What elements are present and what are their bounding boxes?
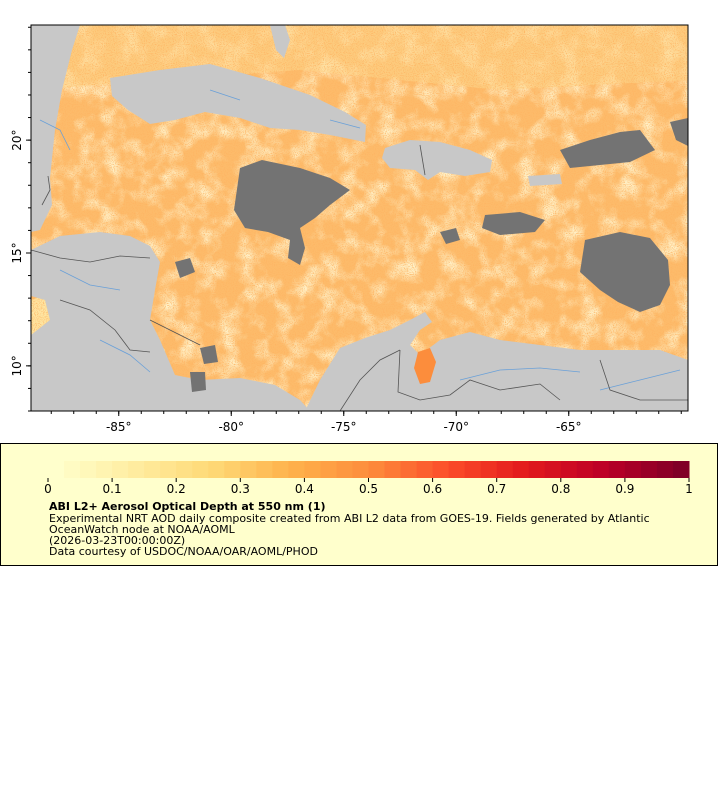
colorbar-cell xyxy=(272,461,289,478)
no-data-region-patch-5 xyxy=(190,372,206,392)
land-puerto-rico xyxy=(528,174,562,186)
lake-maracaibo xyxy=(414,348,436,384)
lon-tick-label: -80° xyxy=(218,420,244,434)
lat-tick-label: 10° xyxy=(10,355,24,376)
no-data-region-patch-2 xyxy=(200,345,218,364)
colorbar-cell xyxy=(400,461,418,478)
lon-tick-label: -85° xyxy=(106,420,132,434)
land-hispaniola xyxy=(382,140,492,180)
no-data-region-caribbean xyxy=(234,160,350,265)
legend-credit: Data courtesy of USDOC/NOAA/OAR/AOML/PHO… xyxy=(49,545,318,558)
colorbar-tick-label: 0.6 xyxy=(423,482,442,496)
legend-description: Experimental NRT AOD daily composite cre… xyxy=(49,512,650,536)
land-cuba xyxy=(110,64,366,142)
colorbar-cell xyxy=(544,461,562,478)
colorbar-cell xyxy=(512,461,530,478)
longitude-axis: -85° -80° -75° -70° -65° xyxy=(50,411,682,434)
colorbar-tick-label: 0.4 xyxy=(295,482,314,496)
colorbar-cell xyxy=(608,461,626,478)
colorbar-tick-label: 0 xyxy=(44,482,52,496)
colorbar-cell xyxy=(240,461,257,478)
colorbar-cell xyxy=(528,461,546,478)
map-area xyxy=(31,25,688,411)
lon-tick-label: -70° xyxy=(443,420,469,434)
colorbar-cell xyxy=(160,461,177,478)
colorbar-tick-label: 0.2 xyxy=(167,482,186,496)
colorbar-cell xyxy=(352,461,369,478)
legend-title: ABI L2+ Aerosol Optical Depth at 550 nm … xyxy=(49,500,326,513)
colorbar-cell xyxy=(288,461,305,478)
no-data-region-east xyxy=(560,130,655,168)
colorbar-cell xyxy=(192,461,209,478)
colorbar-tick-label: 0.5 xyxy=(359,482,378,496)
colorbar-cell xyxy=(320,461,337,478)
colorbar-tick-label: 0.8 xyxy=(551,482,570,496)
colorbar-cell xyxy=(224,461,241,478)
no-data-region-southeast xyxy=(580,232,670,312)
legend-time: (2026-03-23T00:00:00Z) xyxy=(49,534,186,547)
colorbar-cell xyxy=(416,461,434,478)
colorbar-cell xyxy=(384,461,402,478)
colorbar-cell xyxy=(176,461,193,478)
colorbar-cell xyxy=(112,461,129,478)
colorbar: 0 0.1 0.2 0.3 0.4 0.5 0.6 0.7 0.8 0.9 1 xyxy=(44,461,693,496)
colorbar-cell xyxy=(640,461,658,478)
colorbar-cell xyxy=(624,461,642,478)
colorbar-tick-label: 0.7 xyxy=(487,482,506,496)
colorbar-cell xyxy=(48,461,65,478)
latitude-axis: 20° 15° 10° xyxy=(10,26,31,412)
colorbar-cells xyxy=(48,461,690,478)
colorbar-tick-label: 0.3 xyxy=(231,482,250,496)
no-data-region-center xyxy=(482,212,545,235)
land-south-america xyxy=(305,312,688,411)
colorbar-cell xyxy=(96,461,113,478)
colorbar-cell xyxy=(656,461,674,478)
colorbar-tick-label: 1 xyxy=(685,482,693,496)
no-data-region-patch-1 xyxy=(175,258,195,278)
colorbar-cell xyxy=(64,461,81,478)
colorbar-cell xyxy=(464,461,482,478)
colorbar-cell xyxy=(304,461,321,478)
colorbar-cell xyxy=(480,461,498,478)
colorbar-cell xyxy=(208,461,225,478)
colorbar-cell xyxy=(592,461,610,478)
map-frame xyxy=(30,24,689,412)
land-central-america xyxy=(31,232,310,411)
colorbar-cell xyxy=(144,461,161,478)
lat-tick-label: 20° xyxy=(10,129,24,150)
map-figure: -85° -80° -75° -70° -65° 20° 15° 10° xyxy=(10,24,689,434)
lon-tick-label: -75° xyxy=(331,420,357,434)
land-florida xyxy=(270,25,290,58)
colorbar-cell xyxy=(432,461,450,478)
colorbar-cell xyxy=(448,461,466,478)
colorbar-cell xyxy=(128,461,145,478)
colorbar-cell xyxy=(336,461,353,478)
colorbar-ticks: 0 0.1 0.2 0.3 0.4 0.5 0.6 0.7 0.8 0.9 1 xyxy=(44,478,693,496)
colorbar-cell xyxy=(496,461,514,478)
colorbar-tick-label: 0.1 xyxy=(103,482,122,496)
colorbar-cell xyxy=(80,461,97,478)
country-borders xyxy=(31,144,688,411)
rivers xyxy=(39,89,681,391)
no-data-region-patch-3 xyxy=(440,228,460,244)
no-data-region-patch-4 xyxy=(670,118,688,146)
colorbar-cell xyxy=(560,461,578,478)
colorbar-cell xyxy=(368,461,386,478)
land-yucatan xyxy=(31,25,80,232)
colorbar-cell xyxy=(576,461,594,478)
colorbar-tick-label: 0.9 xyxy=(615,482,634,496)
legend-panel: 0 0.1 0.2 0.3 0.4 0.5 0.6 0.7 0.8 0.9 1 ABI L2+ Ae… xyxy=(0,443,718,566)
colorbar-cell xyxy=(672,461,690,478)
lat-tick-label: 15° xyxy=(10,242,24,263)
lon-tick-label: -65° xyxy=(556,420,582,434)
colorbar-cell xyxy=(256,461,273,478)
